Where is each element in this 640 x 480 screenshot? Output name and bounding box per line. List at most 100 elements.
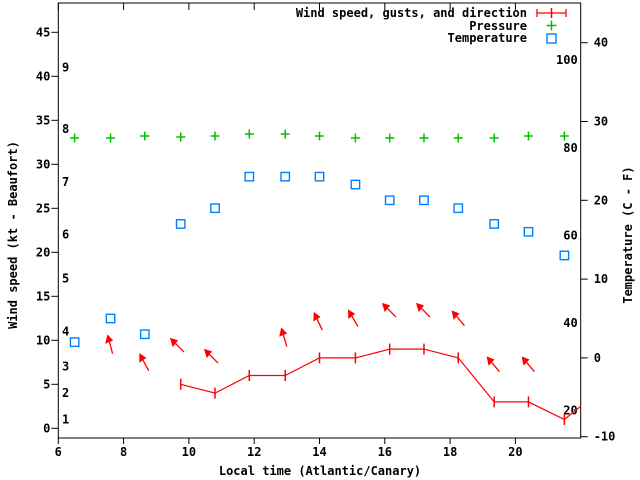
arrow-shaft	[108, 341, 114, 354]
wind-speed-line	[180, 348, 582, 421]
temperature-marker	[419, 195, 429, 206]
x-tick-label: 8	[120, 445, 127, 459]
arrow-head-icon	[415, 302, 425, 313]
arrow-shaft	[526, 362, 535, 373]
temperature-marker	[523, 226, 534, 237]
plot-border	[57, 2, 582, 439]
legend-label-pressure: Pressure	[469, 18, 527, 33]
celsius-tick-label: 10	[594, 272, 608, 286]
knot-tick-label: 40	[36, 69, 50, 83]
arrow-head-icon	[313, 311, 321, 322]
x-tick-label: 20	[508, 445, 522, 459]
fahrenheit-labels: 100 80 60 40 20	[556, 53, 578, 417]
wind-direction-arrow	[521, 356, 535, 373]
fahrenheit-label: 20	[563, 403, 577, 417]
arrow-shaft	[142, 359, 150, 372]
beaufort-label: 8	[62, 122, 69, 136]
celsius-tick-label: 0	[594, 351, 601, 365]
arrow-head-icon	[105, 334, 114, 344]
temperature-marker	[105, 313, 116, 324]
legend-temperature-sample	[546, 33, 557, 44]
fahrenheit-label: 40	[563, 316, 577, 330]
knot-tick-label: 5	[43, 377, 50, 391]
wind-direction-arrow	[279, 327, 288, 347]
arrow-head-icon	[203, 348, 213, 359]
wind-direction-arrow	[169, 337, 185, 353]
temperature-marker	[280, 171, 291, 182]
arrow-shaft	[351, 315, 359, 327]
arrow-head-icon	[348, 309, 356, 319]
temperature-marker	[489, 219, 500, 229]
fahrenheit-label: 100	[556, 53, 578, 67]
wind-direction-arrow	[203, 348, 219, 364]
beaufort-label: 2	[62, 386, 69, 400]
arrow-head-icon	[279, 327, 288, 337]
beaufort-label: 9	[62, 61, 69, 75]
celsius-tick-label: 30	[594, 115, 608, 129]
beaufort-label: 5	[62, 272, 69, 286]
temperature-marker	[350, 179, 361, 190]
fahrenheit-label: 80	[563, 141, 577, 155]
knot-tick-label: 0	[43, 421, 50, 435]
pressure-series	[70, 129, 569, 143]
arrow-head-icon	[521, 356, 530, 366]
temperature-marker	[69, 337, 80, 348]
temperature-marker	[175, 219, 186, 229]
temperature-marker	[559, 250, 570, 261]
plot-border	[57, 2, 582, 439]
arrow-shaft	[491, 362, 500, 373]
wind-direction-arrow	[486, 356, 500, 373]
knot-tick-label: 30	[36, 157, 50, 171]
arrow-shaft	[282, 334, 288, 347]
temperature-marker	[453, 203, 464, 214]
knot-tick-label: 35	[36, 113, 50, 127]
right-axis-title: Temperature (C - F)	[621, 166, 635, 304]
arrow-shaft	[175, 343, 185, 353]
beaufort-label: 1	[62, 413, 69, 427]
knot-tick-label: 45	[36, 25, 50, 39]
wind-direction-arrow	[313, 311, 323, 331]
beaufort-labels: 1 2 3 4 5 6 7 8 9	[62, 61, 69, 427]
legend-label-wind: Wind speed, gusts, and direction	[295, 6, 527, 20]
arrow-head-icon	[169, 337, 179, 348]
arrow-head-icon	[139, 353, 147, 363]
left-axis-ticks: 0 5 10 15 20 25 30 35 40 45	[36, 25, 59, 435]
arrow-shaft	[209, 354, 219, 364]
x-tick-label: 6	[55, 445, 62, 459]
beaufort-label: 4	[62, 325, 69, 339]
temperature-marker	[210, 203, 220, 214]
right-axis-ticks: 40 30 20 10 0 -10	[580, 36, 615, 444]
knot-tick-label: 25	[36, 201, 50, 215]
knot-tick-label: 15	[36, 289, 50, 303]
wind-direction-arrows	[105, 302, 535, 373]
wind-direction-arrow	[348, 309, 359, 327]
x-tick-label: 18	[443, 445, 457, 459]
x-axis-title: Local time (Atlantic/Canary)	[218, 464, 422, 478]
knot-tick-label: 10	[36, 333, 50, 347]
arrow-head-icon	[381, 302, 391, 313]
temperature-marker	[139, 329, 150, 340]
left-axis-title: Wind speed (kt - Beaufort)	[6, 141, 20, 329]
arrow-shaft	[316, 318, 323, 331]
knot-tick-label: 20	[36, 245, 50, 259]
arrow-shaft	[387, 308, 397, 318]
temperature-series	[69, 171, 570, 348]
wind-direction-arrow	[105, 334, 114, 354]
celsius-tick-label: 20	[594, 193, 608, 207]
wind-direction-arrow	[139, 353, 150, 372]
x-tick-label: 12	[247, 445, 261, 459]
beaufort-label: 7	[62, 175, 69, 189]
beaufort-label: 6	[62, 228, 69, 242]
arrow-shaft	[421, 308, 431, 318]
arrow-head-icon	[451, 310, 460, 320]
fahrenheit-label: 60	[563, 228, 577, 242]
x-tick-label: 16	[378, 445, 392, 459]
x-tick-label: 10	[182, 445, 196, 459]
wind-direction-arrow	[381, 302, 397, 318]
wind-speed-series	[179, 343, 582, 425]
arrow-shaft	[456, 316, 465, 327]
x-tick-label: 14	[312, 445, 326, 459]
temperature-marker	[384, 195, 395, 206]
